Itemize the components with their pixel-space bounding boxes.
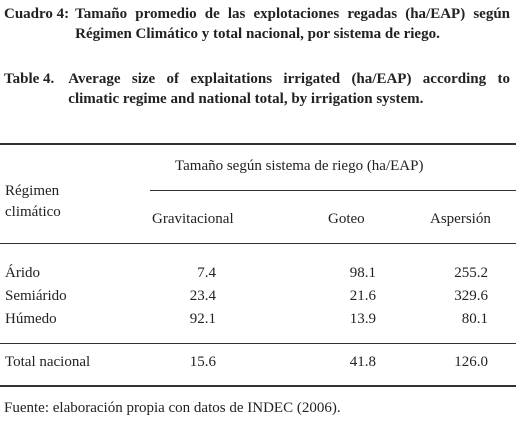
rule xyxy=(0,385,516,387)
cell-value: 92.1 xyxy=(189,311,216,327)
caption-label: Cuadro 4: xyxy=(4,6,70,22)
row-label: Semiárido xyxy=(5,288,67,304)
cell-value: 126.0 xyxy=(454,354,488,370)
caption-label: Table 4. xyxy=(4,71,55,87)
caption-en: Table 4. Average size of explaitations i… xyxy=(4,69,510,109)
cell-value: 255.2 xyxy=(454,265,488,281)
cell-value: 98.1 xyxy=(349,265,376,281)
column-header: Aspersión xyxy=(430,211,491,227)
row-label: Total nacional xyxy=(5,354,91,370)
rule xyxy=(150,190,516,191)
cell-value: 41.8 xyxy=(349,354,376,370)
caption-text: Average size of explaitations irrigated … xyxy=(68,71,510,107)
cell-value: 15.6 xyxy=(189,354,216,370)
column-header: Goteo xyxy=(328,211,365,227)
rule xyxy=(0,243,516,244)
cell-value: 80.1 xyxy=(461,311,488,327)
row-label: Húmedo xyxy=(5,311,57,327)
rule xyxy=(0,343,516,344)
column-header: Gravitacional xyxy=(152,211,234,227)
rule xyxy=(0,143,516,145)
footnote: Fuente: elaboración propia con datos de … xyxy=(4,400,341,416)
caption-es: Cuadro 4: Tamaño promedio de las explota… xyxy=(4,4,510,44)
group-header: Tamaño según sistema de riego (ha/EAP) xyxy=(175,158,424,174)
cell-value: 329.6 xyxy=(454,288,488,304)
caption-text: Tamaño promedio de las explotaciones reg… xyxy=(75,6,510,42)
cell-value: 7.4 xyxy=(197,265,216,281)
cell-value: 13.9 xyxy=(349,311,376,327)
row-label: Árido xyxy=(5,265,40,281)
cell-value: 23.4 xyxy=(189,288,216,304)
row-header: Régimen climático xyxy=(5,183,61,220)
cell-value: 21.6 xyxy=(349,288,376,304)
